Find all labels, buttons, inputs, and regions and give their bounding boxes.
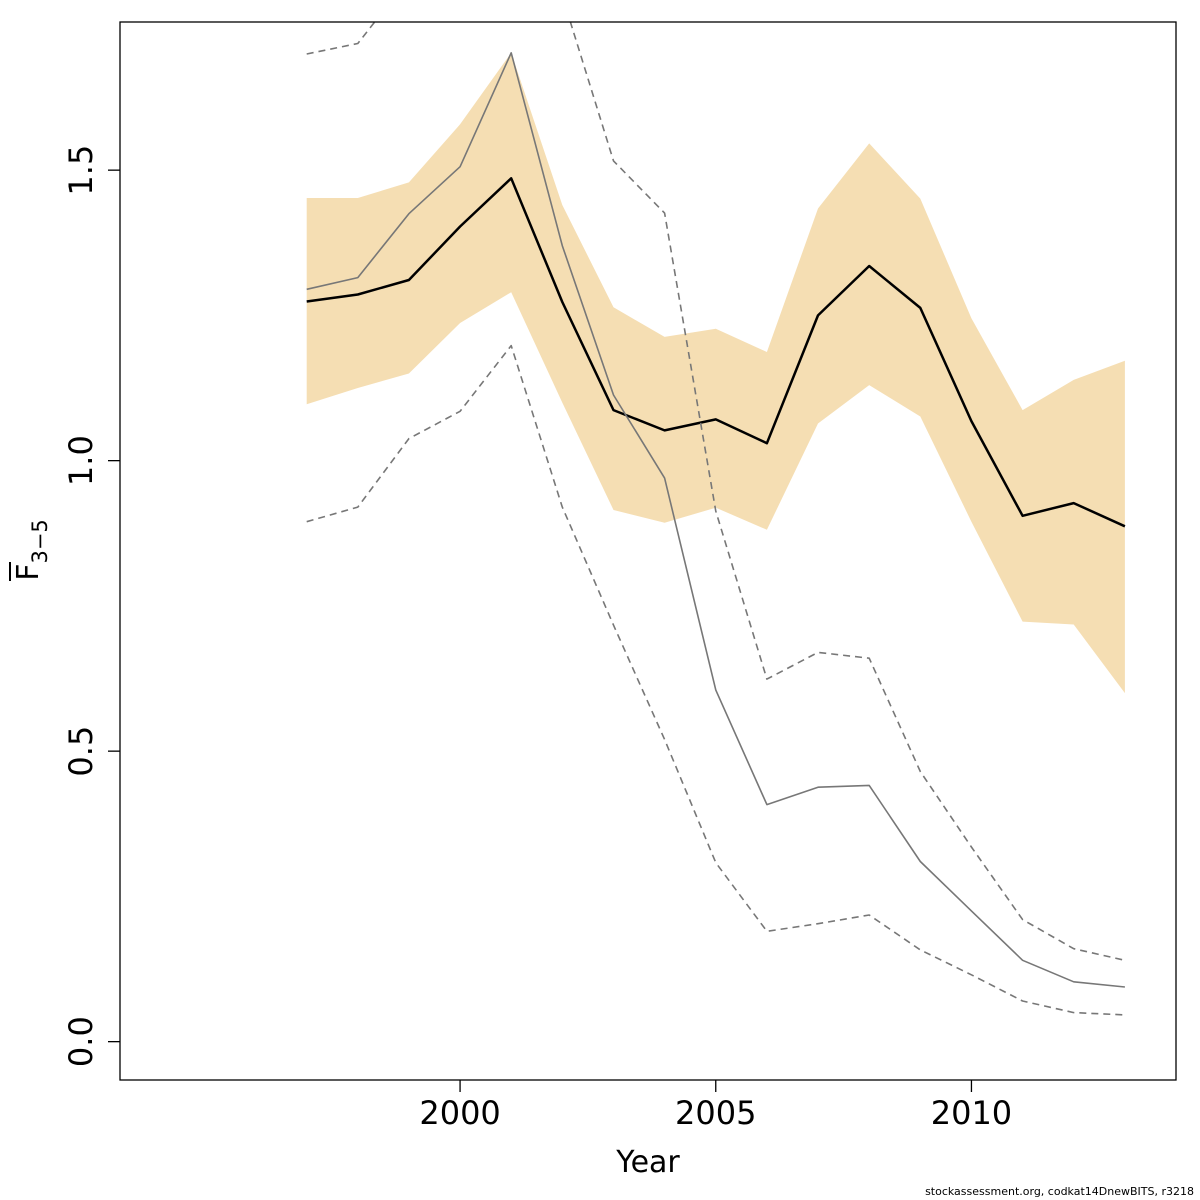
series-lines	[306, 22, 1126, 1016]
footer-credit: stockassessment.org, codkat14DnewBITS, r…	[925, 1185, 1194, 1198]
estimate-line	[306, 177, 1126, 528]
x-axis-title: Year	[615, 1145, 680, 1180]
y-axis-title-subscript: 3−5	[28, 519, 52, 563]
retro-line	[306, 51, 1125, 988]
y-axis-title: F3−5	[9, 519, 52, 581]
x-tick-label: 2010	[931, 1094, 1012, 1132]
confidence-band	[306, 52, 1125, 694]
y-tick-label: 1.0	[62, 435, 100, 486]
y-tick-label: 0.5	[62, 726, 100, 777]
plot-frame	[119, 21, 1177, 1081]
y-tick-label: 1.5	[62, 145, 100, 196]
y-axis-title-main: F	[11, 564, 46, 581]
x-axis: 2000 2005 2010	[419, 1080, 1012, 1132]
x-tick-label: 2005	[675, 1094, 756, 1132]
svg-text:F3−5: F3−5	[11, 519, 52, 581]
confidence-band-area	[306, 52, 1125, 694]
x-tick-label: 2000	[419, 1094, 500, 1132]
y-axis: 0.0 0.5 1.0 1.5	[62, 145, 120, 1067]
retro-upper-line	[306, 22, 1126, 962]
y-tick-label: 0.0	[62, 1016, 100, 1067]
